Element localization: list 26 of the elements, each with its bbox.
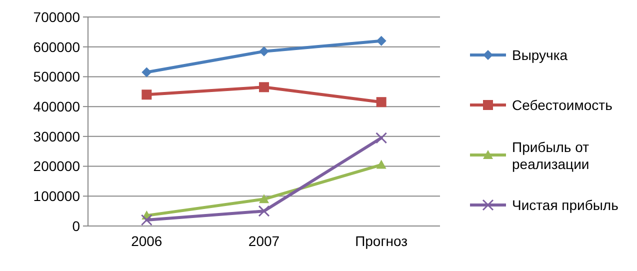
y-tick-label: 200000	[33, 158, 80, 174]
legend-label: Себестоимость	[512, 96, 612, 113]
y-tick-label: 500000	[33, 68, 80, 85]
y-tick-label: 100000	[33, 188, 80, 204]
point	[140, 214, 152, 226]
point	[376, 36, 386, 46]
legend-label: Чистая прибыль	[512, 196, 618, 213]
y-tick-label: 300000	[33, 128, 80, 144]
legend-label: Прибыль от реализации	[512, 138, 590, 172]
y-tick-label: 600000	[33, 38, 80, 55]
point	[142, 67, 152, 78]
x-tick-label: 2006	[131, 233, 162, 249]
legend-label: Выручка	[512, 46, 568, 63]
point	[376, 97, 386, 108]
point	[376, 160, 386, 169]
point	[258, 205, 270, 217]
point	[259, 194, 269, 204]
point	[142, 90, 152, 100]
x-tick-label: 2007	[248, 233, 280, 249]
y-tick-label: 0	[72, 218, 80, 234]
x-tick-label: Прогноз	[355, 233, 408, 249]
point	[259, 46, 269, 56]
point	[259, 82, 269, 92]
point	[376, 132, 388, 144]
y-tick-label: 400000	[33, 98, 80, 114]
y-tick-label: 700000	[33, 8, 80, 25]
